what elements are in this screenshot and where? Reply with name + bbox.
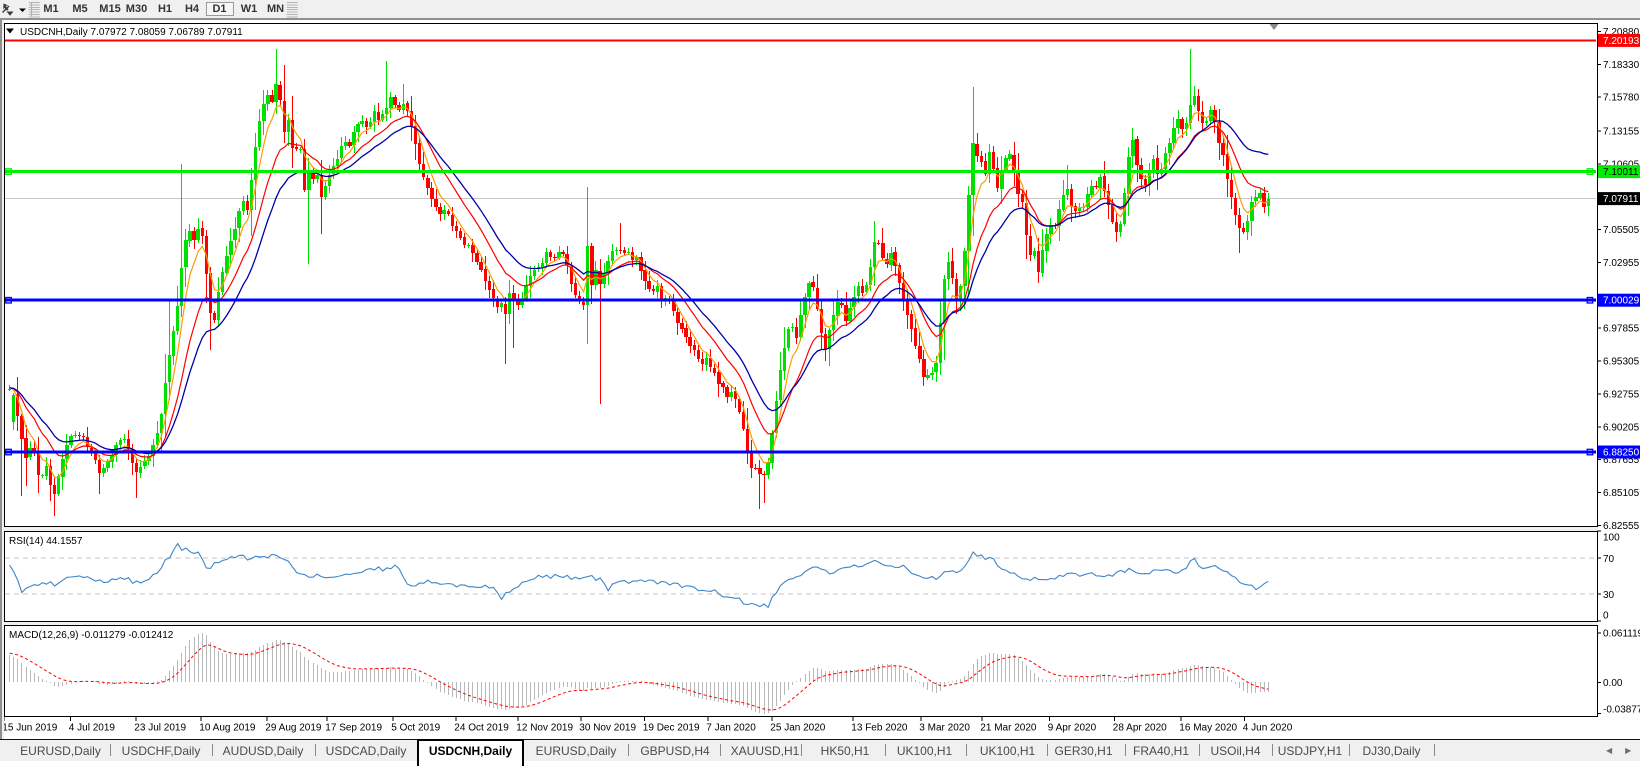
svg-text:7.00029: 7.00029 [1603, 296, 1640, 307]
svg-text:23 Jul 2019: 23 Jul 2019 [134, 723, 186, 734]
svg-text:30: 30 [1603, 590, 1615, 601]
svg-text:21 Mar 2020: 21 Mar 2020 [980, 723, 1037, 734]
svg-text:70: 70 [1603, 554, 1615, 565]
svg-text:0.00: 0.00 [1603, 678, 1623, 689]
svg-text:MACD(12,26,9) -0.011279 -0.012: MACD(12,26,9) -0.011279 -0.012412 [9, 630, 174, 641]
svg-text:7.02955: 7.02955 [1603, 258, 1640, 269]
svg-text:17 Sep 2019: 17 Sep 2019 [325, 723, 382, 734]
svg-text:RSI(14) 44.1557: RSI(14) 44.1557 [9, 536, 83, 547]
svg-text:6.88250: 6.88250 [1603, 448, 1640, 459]
svg-text:4 Jun 2020: 4 Jun 2020 [1243, 723, 1293, 734]
svg-text:12 Nov 2019: 12 Nov 2019 [516, 723, 573, 734]
svg-text:7.13155: 7.13155 [1603, 127, 1640, 138]
svg-text:100: 100 [1603, 533, 1620, 544]
svg-text:7.18330: 7.18330 [1603, 60, 1640, 71]
svg-text:USDCNH,Daily 7.07972 7.08059: USDCNH,Daily 7.07972 7.08059 7.06789 7.0… [20, 27, 243, 38]
svg-text:9 Apr 2020: 9 Apr 2020 [1048, 723, 1097, 734]
svg-text:7.15780: 7.15780 [1603, 93, 1640, 104]
svg-text:29 Aug 2019: 29 Aug 2019 [265, 723, 322, 734]
svg-text:6.92755: 6.92755 [1603, 389, 1640, 400]
svg-text:7.10605: 7.10605 [1603, 159, 1640, 170]
svg-text:7.07911: 7.07911 [1603, 194, 1639, 205]
svg-text:6.85105: 6.85105 [1603, 488, 1640, 499]
svg-text:28 Apr 2020: 28 Apr 2020 [1113, 723, 1167, 734]
svg-text:7.20880: 7.20880 [1603, 27, 1640, 38]
svg-text:4 Jul 2019: 4 Jul 2019 [69, 723, 116, 734]
svg-text:6.95305: 6.95305 [1603, 357, 1640, 368]
svg-text:6.90205: 6.90205 [1603, 422, 1640, 433]
svg-text:3 Mar 2020: 3 Mar 2020 [919, 723, 970, 734]
svg-text:25 Jan 2020: 25 Jan 2020 [770, 723, 825, 734]
svg-text:7.10011: 7.10011 [1603, 167, 1639, 178]
svg-text:19 Dec 2019: 19 Dec 2019 [643, 723, 700, 734]
svg-text:6.97855: 6.97855 [1603, 324, 1640, 335]
svg-text:7.20193: 7.20193 [1603, 36, 1640, 47]
svg-text:16 May 2020: 16 May 2020 [1179, 723, 1237, 734]
svg-text:30 Nov 2019: 30 Nov 2019 [579, 723, 636, 734]
svg-text:24 Oct 2019: 24 Oct 2019 [454, 723, 509, 734]
svg-text:5 Oct 2019: 5 Oct 2019 [391, 723, 440, 734]
svg-text:10 Aug 2019: 10 Aug 2019 [199, 723, 256, 734]
svg-text:0: 0 [1603, 611, 1609, 622]
svg-text:6.82555: 6.82555 [1603, 521, 1640, 532]
svg-text:7 Jan 2020: 7 Jan 2020 [706, 723, 756, 734]
svg-text:15 Jun 2019: 15 Jun 2019 [2, 723, 57, 734]
svg-text:7.05505: 7.05505 [1603, 225, 1640, 236]
svg-text:0.061119: 0.061119 [1603, 629, 1640, 640]
svg-text:13 Feb 2020: 13 Feb 2020 [851, 723, 908, 734]
svg-text:6.87655: 6.87655 [1603, 455, 1640, 466]
